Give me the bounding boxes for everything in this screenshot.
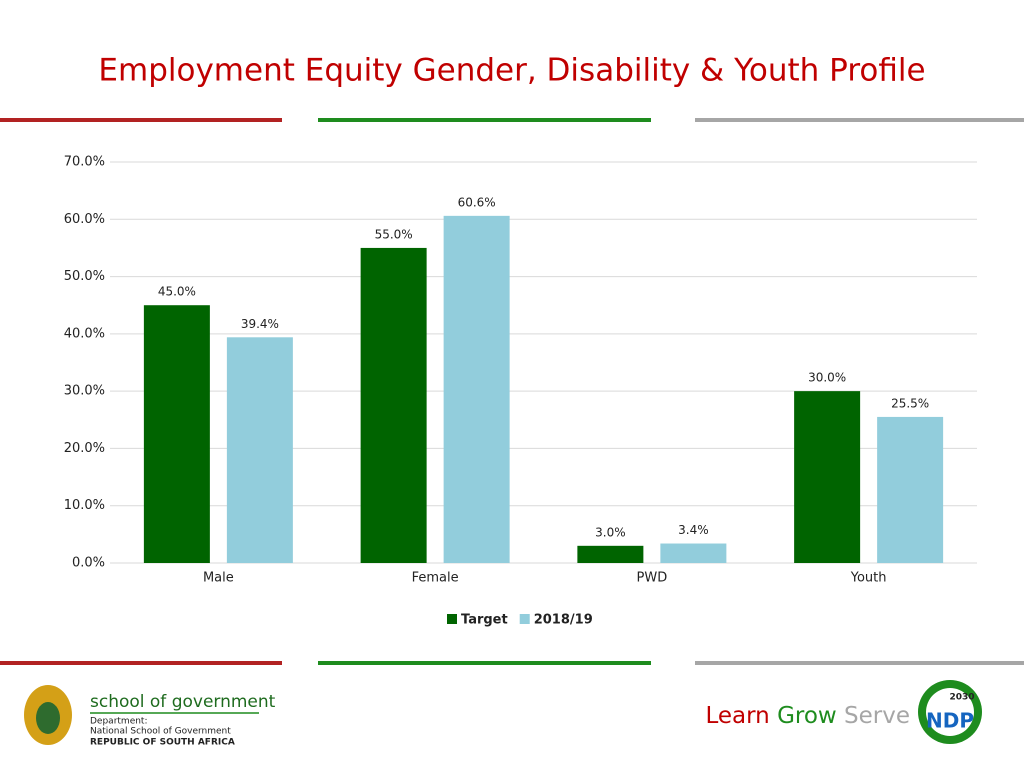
emblem-shield	[36, 702, 60, 734]
rule-green	[318, 661, 651, 665]
value-label: 3.0%	[595, 525, 626, 539]
value-label: 39.4%	[241, 317, 279, 331]
value-label: 45.0%	[158, 285, 196, 299]
rule-gray	[695, 661, 1024, 665]
coat-of-arms	[24, 685, 72, 745]
divider-top	[0, 118, 1024, 122]
y-tick-label: 20.0%	[64, 441, 105, 456]
bar	[577, 545, 644, 563]
plot: 0.0% 10.0% 20.0% 30.0% 40.0% 50.0% 60.0% 70.0% M…	[64, 155, 977, 628]
slogan-word: Serve	[844, 703, 910, 729]
bar	[226, 337, 293, 563]
badge-year: 2030	[949, 693, 974, 703]
y-tick-label: 0.0%	[72, 556, 105, 571]
badge-core	[926, 688, 974, 736]
legend-label: 2018/19	[534, 613, 593, 628]
y-tick-label: 30.0%	[64, 384, 105, 399]
department: Department:	[90, 717, 148, 727]
legend-swatch	[447, 614, 457, 624]
value-label: 3.4%	[678, 523, 709, 537]
y-tick-label: 50.0%	[64, 269, 105, 284]
bar	[143, 305, 210, 563]
legend-swatch	[519, 614, 530, 624]
value-label: 60.6%	[458, 195, 496, 209]
rule-green	[318, 118, 651, 122]
ndp-badge: 2030 NDP	[918, 680, 982, 744]
slogan-word: Grow	[777, 703, 837, 729]
y-tick-label: 40.0%	[64, 326, 105, 341]
value-label: 30.0%	[808, 371, 846, 385]
slogan-word: Learn	[705, 703, 769, 729]
rule-gray	[695, 118, 1024, 122]
x-tick-label: Female	[412, 571, 459, 586]
divider-bottom	[0, 661, 1024, 665]
bar	[660, 543, 727, 563]
bar	[794, 391, 861, 563]
badge-text: NDP	[926, 709, 974, 733]
x-tick-label: PWD	[637, 571, 668, 586]
rule-red	[0, 661, 282, 665]
legend-label: Target	[461, 613, 508, 628]
slogan: Learn Grow Serve	[705, 703, 910, 729]
country: REPUBLIC OF SOUTH AFRICA	[90, 738, 235, 748]
bar	[360, 247, 427, 563]
y-tick-label: 10.0%	[64, 498, 105, 513]
bar	[877, 416, 944, 563]
x-tick-label: Male	[203, 571, 234, 586]
x-tick-label: Youth	[850, 571, 887, 586]
chart-title: Employment Equity Gender, Disability & Y…	[98, 53, 925, 89]
value-label: 55.0%	[375, 227, 413, 241]
rule-red	[0, 118, 282, 122]
school-name: National School of Government	[90, 727, 231, 737]
y-tick-label: 70.0%	[64, 155, 105, 170]
y-tick-label: 60.0%	[64, 212, 105, 227]
bar	[443, 215, 510, 563]
value-label: 25.5%	[891, 396, 929, 410]
logo-title: school of government	[90, 692, 276, 712]
